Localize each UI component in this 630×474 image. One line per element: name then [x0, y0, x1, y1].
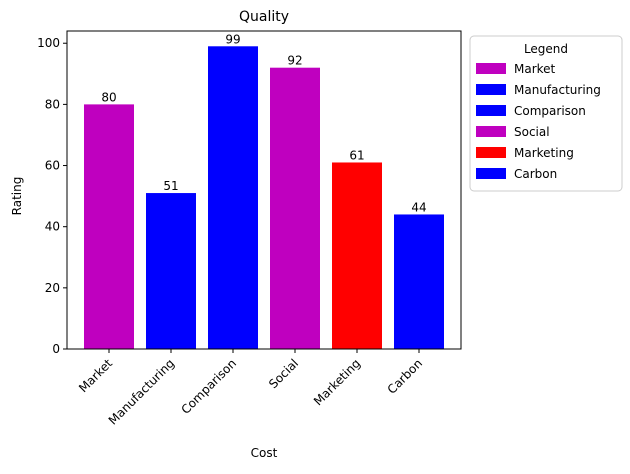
bars-group	[84, 46, 444, 350]
legend-swatch	[476, 126, 506, 137]
legend-entry-label: Marketing	[514, 146, 574, 160]
bar-manufacturing	[146, 193, 196, 349]
bar-value-label: 92	[287, 54, 302, 68]
legend-swatch	[476, 63, 506, 74]
y-tick-label: 60	[45, 159, 60, 173]
bar-social	[270, 67, 320, 349]
legend-entries: Market Manufacturing Comparison Social Marke…	[476, 62, 601, 181]
x-tick-label: Manufacturing	[106, 356, 177, 427]
legend-swatch	[476, 105, 506, 116]
legend-swatch	[476, 168, 506, 179]
x-tick-label: Carbon	[385, 356, 425, 396]
y-tick-label: 100	[37, 36, 60, 50]
bar-value-label: 99	[225, 32, 240, 46]
x-tick-label: Marketing	[311, 356, 363, 408]
legend-entry-label: Comparison	[514, 104, 586, 118]
bar-value-labels: 80 51 99 92 61 44	[101, 32, 426, 214]
plot-frame	[66, 30, 462, 350]
y-axis: 0 20 40 60 80 100	[37, 36, 67, 356]
legend-entry-label: Social	[514, 125, 550, 139]
legend-title: Legend	[524, 42, 568, 56]
y-tick-label: 80	[45, 97, 60, 111]
chart-title: Quality	[239, 9, 289, 25]
bar-carbon	[394, 214, 444, 349]
bar-market	[84, 104, 134, 349]
y-axis-label: Rating	[10, 177, 24, 216]
bar-comparison	[208, 46, 258, 350]
bar-value-label: 80	[101, 90, 116, 104]
bar-value-label: 61	[349, 148, 364, 162]
y-tick-label: 40	[45, 220, 60, 234]
y-tick-label: 0	[52, 342, 60, 356]
legend-entry-label: Manufacturing	[514, 83, 601, 97]
legend: Legend Market Manufacturing Comparison Soci…	[469, 35, 623, 192]
legend-box	[469, 35, 623, 192]
x-axis-label: Cost	[251, 446, 278, 460]
x-tick-label: Market	[76, 356, 115, 395]
legend-entry-label: Market	[514, 62, 556, 76]
bar-marketing	[332, 162, 382, 349]
legend-entry-label: Carbon	[514, 167, 557, 181]
bar-value-label: 51	[163, 179, 178, 193]
y-tick-label: 20	[45, 281, 60, 295]
x-tick-label: Comparison	[178, 356, 239, 417]
x-tick-label: Social	[266, 356, 301, 391]
bar-value-label: 44	[411, 200, 426, 214]
legend-swatch	[476, 147, 506, 158]
legend-swatch	[476, 84, 506, 95]
